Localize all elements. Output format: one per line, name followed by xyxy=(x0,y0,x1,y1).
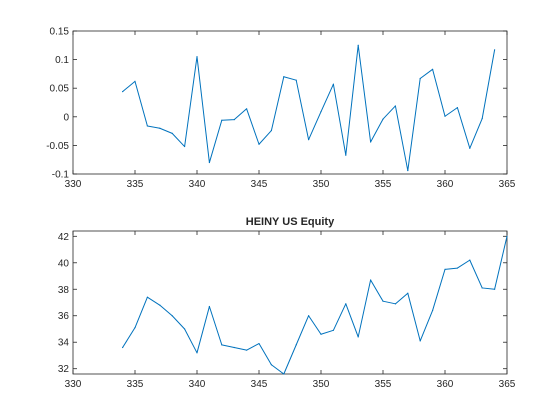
data-point xyxy=(357,44,359,46)
data-point xyxy=(308,315,310,317)
data-point xyxy=(394,105,396,107)
data-point xyxy=(146,296,148,298)
x-tick-label: 365 xyxy=(499,179,516,190)
data-point xyxy=(196,56,198,58)
data-point xyxy=(246,108,248,110)
data-point xyxy=(320,111,322,113)
x-tick-label: 355 xyxy=(375,379,392,390)
series-line xyxy=(122,236,508,375)
y-tick-label: 0.15 xyxy=(50,27,70,38)
data-point xyxy=(481,117,483,120)
x-tick-label: 340 xyxy=(189,179,206,190)
data-point xyxy=(382,300,384,302)
data-point xyxy=(270,364,272,366)
data-point xyxy=(456,267,458,269)
bottom-price-chart: 330 335 340 345 350 355 360 365 32 34 36 38 40 42 HEIN… xyxy=(58,216,516,390)
x-tick-label: 350 xyxy=(313,379,330,390)
y-tick-label: 32 xyxy=(58,364,70,375)
y-tick-label: 0.1 xyxy=(55,55,69,66)
y-tick-label: 40 xyxy=(58,258,70,269)
x-tick-label: 330 xyxy=(65,179,82,190)
x-tick-label: 335 xyxy=(127,179,144,190)
data-point xyxy=(159,304,161,306)
data-point xyxy=(345,303,347,305)
data-point xyxy=(283,76,285,78)
data-point xyxy=(432,309,434,312)
chart-title: HEINY US Equity xyxy=(246,216,335,228)
data-point xyxy=(208,161,210,164)
data-point xyxy=(481,287,483,289)
data-point xyxy=(221,119,223,121)
data-point xyxy=(444,115,446,117)
data-point xyxy=(419,77,421,80)
axes-box xyxy=(72,30,508,175)
top-returns-chart: 330 335 340 345 350 355 360 365 -0.1 -0.05 0 0.05 0.… xyxy=(46,27,516,191)
x-tick-label: 340 xyxy=(189,379,206,390)
data-point xyxy=(494,288,496,290)
data-point xyxy=(221,344,223,346)
data-point xyxy=(345,154,347,156)
x-tick-label: 360 xyxy=(437,179,454,190)
data-point xyxy=(456,107,458,109)
data-point xyxy=(270,129,272,132)
data-point xyxy=(506,235,508,237)
y-tick-label: 0 xyxy=(63,112,69,123)
data-point xyxy=(184,328,186,330)
data-point xyxy=(159,127,161,129)
data-point xyxy=(295,79,297,81)
y-tick-label: 42 xyxy=(58,232,70,243)
data-point xyxy=(370,279,372,281)
data-point xyxy=(283,373,285,375)
y-tick-label: 34 xyxy=(58,338,70,349)
data-point xyxy=(407,169,409,172)
data-point xyxy=(196,352,198,354)
x-tick-label: 350 xyxy=(313,179,330,190)
x-tick-label: 335 xyxy=(127,379,144,390)
data-point xyxy=(246,349,248,351)
data-point xyxy=(419,340,421,342)
data-point xyxy=(122,91,124,93)
y-tick-label: -0.05 xyxy=(46,141,69,152)
data-point xyxy=(320,333,322,335)
x-tick-label: 360 xyxy=(437,379,454,390)
data-point xyxy=(432,68,434,70)
data-point xyxy=(370,141,372,143)
data-point xyxy=(469,147,471,149)
data-point xyxy=(469,259,471,261)
data-point xyxy=(233,119,235,121)
data-point xyxy=(394,303,396,305)
data-point xyxy=(308,139,310,141)
x-tick-label: 330 xyxy=(65,379,82,390)
x-tick-label: 365 xyxy=(499,379,516,390)
data-point xyxy=(444,268,446,270)
data-point xyxy=(184,145,186,148)
data-point xyxy=(382,118,384,120)
data-point xyxy=(258,143,260,145)
data-point xyxy=(357,336,359,338)
x-tick-label: 355 xyxy=(375,179,392,190)
axes-box xyxy=(72,230,508,375)
data-point xyxy=(171,132,173,134)
data-point xyxy=(258,342,260,345)
data-point xyxy=(295,344,297,346)
data-point xyxy=(233,346,235,349)
data-point xyxy=(134,80,136,82)
data-point xyxy=(122,346,124,349)
x-tick-label: 345 xyxy=(251,179,268,190)
x-tick-label: 345 xyxy=(251,379,268,390)
data-point xyxy=(332,83,334,85)
data-point xyxy=(208,305,210,308)
y-tick-label: 0.05 xyxy=(50,84,70,95)
data-point xyxy=(494,49,496,51)
data-point xyxy=(407,292,409,294)
y-tick-label: 36 xyxy=(58,311,70,322)
data-point xyxy=(146,125,148,127)
data-point xyxy=(134,327,136,329)
data-point xyxy=(332,329,334,331)
data-point xyxy=(171,315,173,317)
y-tick-label: -0.1 xyxy=(52,170,70,181)
y-tick-label: 38 xyxy=(58,285,70,296)
